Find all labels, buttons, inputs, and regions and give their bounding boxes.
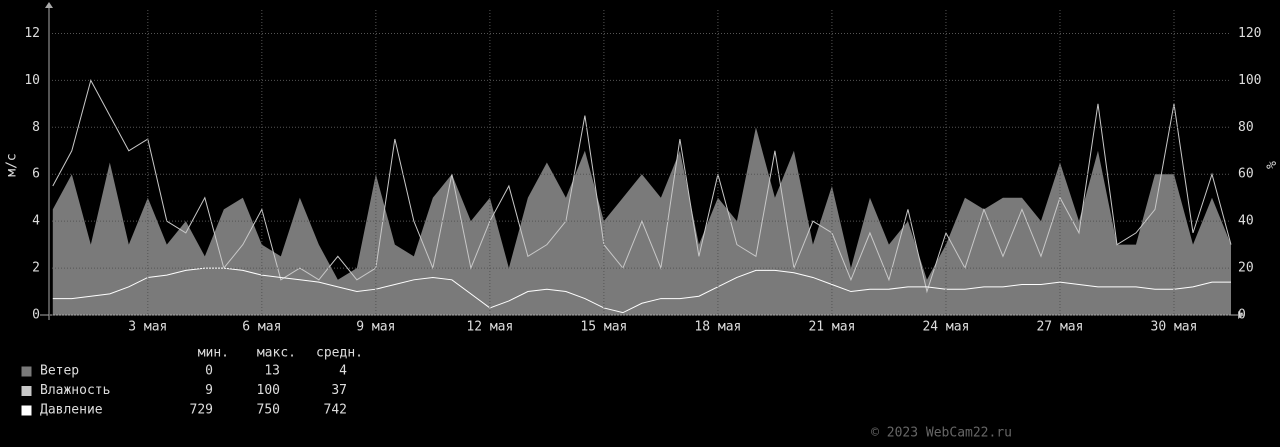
x-tick-label: 3 мая <box>128 320 167 335</box>
y2-tick-label: 120 <box>1238 26 1261 41</box>
y-tick-label: 8 <box>32 120 40 135</box>
x-tick-label: 12 мая <box>466 320 513 335</box>
legend-stat: 100 <box>257 383 280 398</box>
y-tick-label: 12 <box>24 26 40 41</box>
y2-tick-label: 20 <box>1238 261 1254 276</box>
legend-stat: 4 <box>339 364 347 379</box>
y-tick-label: 4 <box>32 214 40 229</box>
legend-label: Ветер <box>40 364 79 379</box>
legend-stat: 0 <box>205 364 213 379</box>
legend-label: Давление <box>40 403 103 418</box>
y2-tick-label: 40 <box>1238 214 1254 229</box>
plot <box>52 79 1232 315</box>
y-axis-label: м/с <box>5 153 20 176</box>
x-tick-label: 27 мая <box>1036 320 1083 335</box>
x-tick-label: 15 мая <box>580 320 627 335</box>
y2-tick-label: 60 <box>1238 167 1254 182</box>
legend-stat: 13 <box>264 364 280 379</box>
y2-axis-label: % <box>1263 161 1278 169</box>
legend-swatch <box>20 365 33 378</box>
x-tick-label: 18 мая <box>694 320 741 335</box>
y2-tick-label: 80 <box>1238 120 1254 135</box>
legend-header: мин. <box>198 346 229 361</box>
y-tick-label: 10 <box>24 73 40 88</box>
y2-tick-label: 100 <box>1238 73 1261 88</box>
legend-swatch <box>20 404 33 417</box>
footer: © 2023 WebCam22.ru <box>871 426 1012 441</box>
series-line <box>52 267 1231 314</box>
y-axis-arrow <box>45 2 53 8</box>
legend-swatch <box>20 385 33 397</box>
legend-stat: 750 <box>257 403 280 418</box>
x-tick-label: 24 мая <box>922 320 969 335</box>
legend-label: Влажность <box>40 383 110 398</box>
legend-stat: 37 <box>331 383 347 398</box>
y2-tick-label: 0 <box>1238 308 1246 323</box>
legend-stat: 742 <box>324 403 347 418</box>
y-tick-label: 2 <box>32 261 40 276</box>
legend-stat: 729 <box>190 403 213 418</box>
x-tick-label: 30 мая <box>1151 320 1198 335</box>
series-line <box>52 79 1232 294</box>
y-tick-label: 0 <box>32 308 40 323</box>
x-tick-label: 6 мая <box>242 320 281 335</box>
x-tick-label: 9 мая <box>356 320 395 335</box>
y-tick-label: 6 <box>32 167 40 182</box>
legend-header: макс. <box>257 346 296 361</box>
x-axis-arrow <box>1238 311 1244 319</box>
x-tick-label: 21 мая <box>808 320 855 335</box>
legend-stat: 9 <box>205 383 213 398</box>
legend-header: средн. <box>316 346 363 361</box>
